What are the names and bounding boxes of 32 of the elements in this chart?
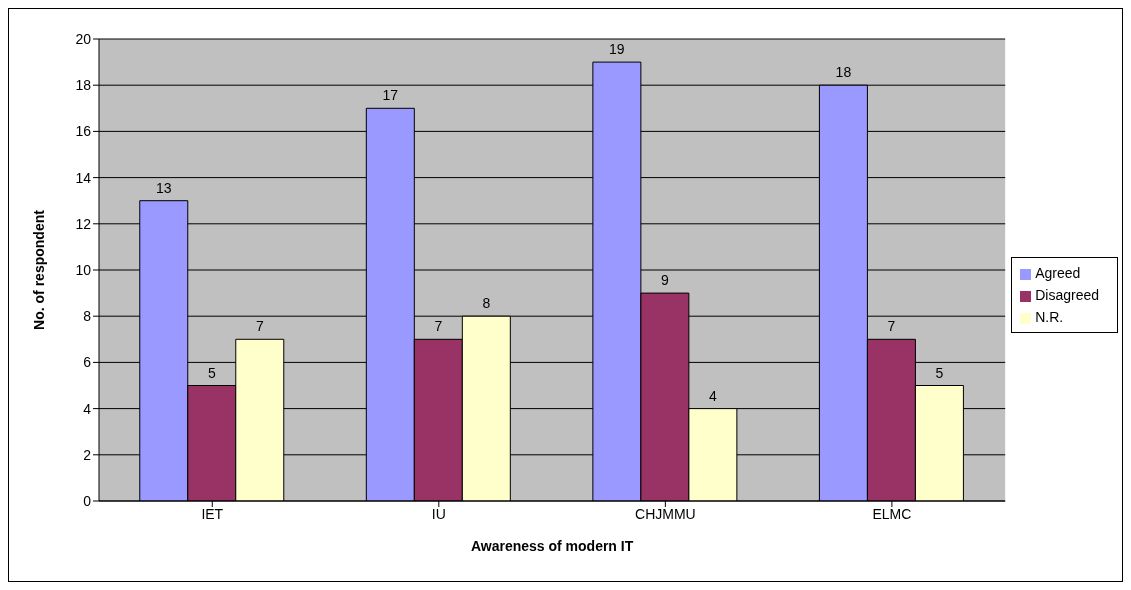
data-label: 9 — [660, 272, 669, 289]
legend-label: N.R. — [1035, 309, 1064, 325]
data-label: 7 — [255, 318, 264, 335]
y-axis-title: No. of respondent — [30, 209, 47, 330]
data-label: 13 — [155, 179, 172, 196]
x-tick-label: ELMC — [872, 505, 912, 522]
data-label: 5 — [207, 364, 216, 381]
legend-label: Disagreed — [1035, 287, 1099, 303]
y-tick-label: 10 — [75, 261, 92, 278]
y-tick-label: 18 — [75, 77, 92, 94]
y-tick-label: 8 — [83, 308, 92, 325]
y-tick-label: 2 — [83, 446, 92, 463]
x-tick-label: CHJMMU — [635, 505, 696, 522]
y-tick-label: 4 — [83, 400, 92, 417]
data-label: 17 — [382, 87, 399, 104]
y-tick-label: 16 — [75, 123, 92, 140]
data-label: 7 — [887, 318, 896, 335]
data-label: 18 — [835, 64, 852, 81]
x-tick-label: IET — [201, 505, 224, 522]
legend-label: Agreed — [1035, 265, 1081, 281]
y-tick-label: 6 — [83, 354, 92, 371]
x-tick-label: IU — [431, 505, 446, 522]
y-tick-label: 14 — [75, 169, 92, 186]
data-label: 7 — [434, 318, 443, 335]
data-label: 4 — [708, 387, 717, 404]
y-tick-label: 12 — [75, 215, 92, 232]
data-label: 8 — [482, 295, 491, 312]
x-axis-title: Awareness of modern IT — [470, 538, 634, 554]
data-label: 19 — [609, 41, 625, 58]
y-tick-label: 20 — [75, 30, 92, 47]
data-label: 5 — [935, 364, 944, 381]
y-tick-label: 0 — [83, 492, 92, 509]
